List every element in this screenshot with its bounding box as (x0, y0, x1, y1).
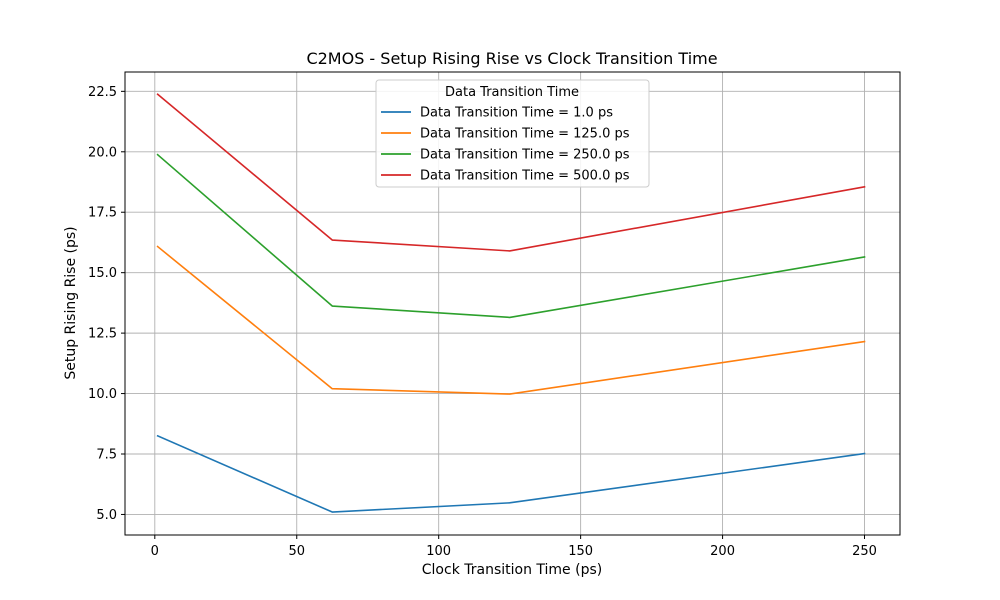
series-line-1 (156, 245, 866, 395)
y-tick-label: 15.0 (88, 266, 117, 281)
y-tick-label: 12.5 (88, 327, 117, 342)
series-line-2 (156, 153, 866, 319)
x-tick-label: 0 (151, 544, 159, 559)
chart-title: C2MOS - Setup Rising Rise vs Clock Trans… (306, 49, 717, 68)
y-tick-label: 20.0 (88, 145, 117, 160)
x-tick-label: 100 (426, 544, 451, 559)
x-tick-label: 200 (710, 544, 735, 559)
legend-label-3: Data Transition Time = 500.0 ps (420, 169, 630, 184)
legend-label-0: Data Transition Time = 1.0 ps (420, 106, 613, 121)
legend-box (375, 79, 650, 188)
x-tick-label: 250 (852, 544, 877, 559)
y-tick-label: 17.5 (88, 206, 117, 221)
y-tick-label: 22.5 (88, 85, 117, 100)
series-line-0 (156, 434, 866, 513)
legend-title: Data Transition Time (445, 85, 579, 100)
series-line-3 (156, 93, 866, 252)
y-tick-label: 10.0 (88, 387, 117, 402)
legend-label-2: Data Transition Time = 250.0 ps (420, 148, 630, 163)
ticks: 0 50 100 150 200 250 5.0 7.5 10.0 12.5 15.0 17.5 20.… (88, 85, 877, 559)
series-layer (156, 93, 866, 513)
y-tick-label: 5.0 (96, 508, 117, 523)
x-tick-label: 50 (288, 544, 305, 559)
x-tick-label: 150 (568, 544, 593, 559)
legend-label-1: Data Transition Time = 125.0 ps (420, 127, 630, 142)
plot-area-frame (124, 71, 901, 536)
x-axis-label: Clock Transition Time (ps) (422, 562, 602, 578)
y-axis-label: Setup Rising Rise (ps) (63, 226, 79, 379)
legend: Data Transition Time Data Transition Tim… (375, 79, 650, 188)
y-tick-label: 7.5 (96, 448, 117, 463)
